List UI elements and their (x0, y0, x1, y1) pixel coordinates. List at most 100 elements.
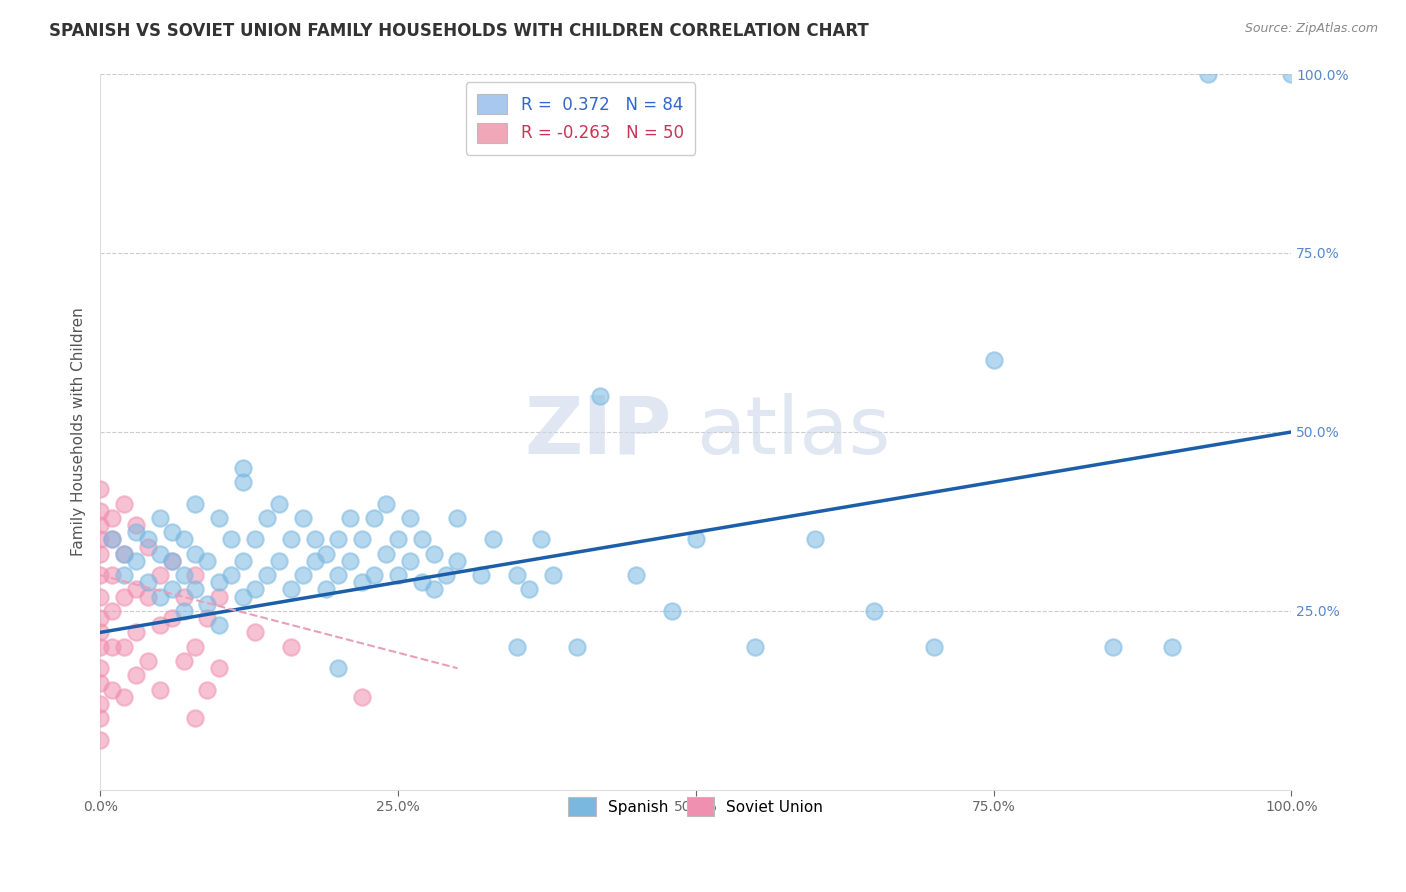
Point (232, 460, 254, 475)
Point (267, 497, 290, 511)
Point (398, 554, 420, 568)
Point (541, 568, 564, 582)
Point (89, 732, 111, 747)
Point (149, 618, 172, 632)
Point (125, 582, 148, 597)
Point (173, 533, 195, 547)
Point (280, 533, 302, 547)
Point (256, 511, 278, 525)
Legend: Spanish, Soviet Union: Spanish, Soviet Union (560, 789, 832, 825)
Point (173, 568, 195, 582)
Point (136, 540, 159, 554)
Point (744, 640, 766, 654)
Point (422, 582, 444, 597)
Point (149, 682, 172, 697)
Point (89, 590, 111, 604)
Point (160, 525, 183, 540)
Point (136, 575, 159, 590)
Point (589, 389, 612, 403)
Point (267, 554, 290, 568)
Point (328, 661, 350, 675)
Point (352, 690, 374, 704)
Point (219, 533, 242, 547)
Point (101, 682, 124, 697)
Point (434, 568, 457, 582)
Point (804, 533, 827, 547)
Point (232, 554, 254, 568)
Point (195, 682, 218, 697)
Point (184, 497, 207, 511)
Point (387, 568, 409, 582)
Point (160, 582, 183, 597)
Point (101, 640, 124, 654)
Point (411, 575, 433, 590)
Point (112, 497, 135, 511)
Point (112, 690, 135, 704)
Text: Source: ZipAtlas.com: Source: ZipAtlas.com (1244, 22, 1378, 36)
Point (184, 568, 207, 582)
Text: ZIP: ZIP (524, 393, 672, 471)
Point (112, 590, 135, 604)
Point (1279, 67, 1302, 81)
Point (101, 568, 124, 582)
Point (184, 582, 207, 597)
Point (446, 511, 468, 525)
Point (101, 533, 124, 547)
Point (89, 482, 111, 496)
Point (184, 711, 207, 725)
Point (232, 590, 254, 604)
Point (89, 675, 111, 690)
Point (160, 554, 183, 568)
Point (208, 661, 231, 675)
Point (89, 533, 111, 547)
Point (112, 640, 135, 654)
Point (173, 654, 195, 668)
Point (101, 604, 124, 618)
Point (125, 518, 148, 533)
Point (280, 640, 302, 654)
Point (685, 533, 707, 547)
Point (101, 533, 124, 547)
Point (89, 661, 111, 675)
Point (208, 575, 231, 590)
Point (208, 590, 231, 604)
Point (208, 618, 231, 632)
Point (387, 533, 409, 547)
Point (125, 525, 148, 540)
Point (517, 582, 540, 597)
Point (173, 604, 195, 618)
Point (160, 554, 183, 568)
Point (470, 568, 492, 582)
Point (112, 547, 135, 561)
Point (149, 568, 172, 582)
Point (506, 640, 529, 654)
Point (160, 611, 183, 625)
Point (149, 590, 172, 604)
Point (243, 533, 266, 547)
Point (446, 554, 468, 568)
Point (339, 554, 361, 568)
Point (173, 590, 195, 604)
Point (304, 533, 326, 547)
Point (101, 511, 124, 525)
Point (1161, 640, 1184, 654)
Point (398, 511, 420, 525)
Point (291, 568, 314, 582)
Point (983, 353, 1005, 368)
Point (530, 533, 553, 547)
Point (112, 547, 135, 561)
Point (328, 568, 350, 582)
Point (363, 568, 385, 582)
Point (208, 511, 231, 525)
Point (375, 497, 398, 511)
Point (352, 533, 374, 547)
Point (125, 625, 148, 640)
Point (195, 554, 218, 568)
Point (565, 640, 588, 654)
Point (422, 547, 444, 561)
Point (328, 533, 350, 547)
Point (125, 554, 148, 568)
Point (411, 533, 433, 547)
Point (89, 640, 111, 654)
Point (89, 547, 111, 561)
